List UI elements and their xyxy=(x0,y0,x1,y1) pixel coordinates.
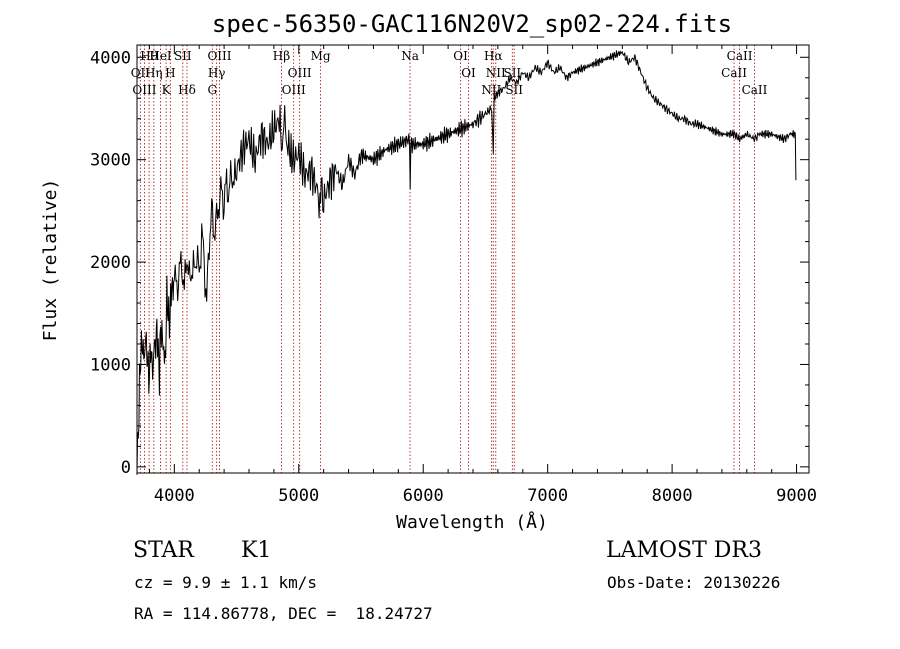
obs-date-text: Obs-Date: 20130226 xyxy=(607,573,781,592)
line-label-2: OIII xyxy=(132,83,156,97)
line-label-14: OIII xyxy=(282,83,306,97)
line-label-11: G xyxy=(207,83,217,97)
x-tick-label-3: 7000 xyxy=(527,486,568,506)
redshift-text: cz = 9.9 ± 1.1 km/s xyxy=(134,573,318,592)
y-tick-label-2: 2000 xyxy=(90,253,131,273)
line-label-12: Hβ xyxy=(273,49,290,63)
line-label-3: HeI xyxy=(149,49,172,63)
line-label-0: Hθ xyxy=(140,49,158,63)
x-tick-label-4: 8000 xyxy=(652,486,693,506)
x-tick-label-0: 4000 xyxy=(154,486,195,506)
plot-frame xyxy=(136,44,810,474)
line-label-1: OII xyxy=(131,66,151,80)
x-tick-label-2: 6000 xyxy=(403,486,444,506)
line-label-22: SII xyxy=(503,66,521,80)
line-label-25: CaII xyxy=(721,66,747,80)
chart-title: spec-56350-GAC116N20V2_sp02-224.fits xyxy=(212,10,732,38)
line-labels: Hθ OII OIII HeI Hη K SII HHδ OIII Hγ G Hβ OIII OIII Mg… xyxy=(131,49,768,97)
line-label-18: OI xyxy=(461,66,476,80)
line-label-10: Hγ xyxy=(208,66,226,80)
series-line-0 xyxy=(136,50,797,475)
ra-dec-text: RA = 114.86778, DEC = 18.24727 xyxy=(134,604,433,623)
line-label-4: Hη xyxy=(145,66,163,80)
y-tick-label-4: 4000 xyxy=(90,48,131,68)
line-label-9: OIII xyxy=(207,49,231,63)
y-axis-label: Flux (relative) xyxy=(40,179,61,342)
line-label-15: Mg xyxy=(311,49,331,63)
line-label-19: Hα xyxy=(484,49,503,63)
x-axis: 4000 5000 6000 7000 8000 9000 xyxy=(148,45,817,506)
spectral-lines xyxy=(139,45,755,473)
line-label-17: OI xyxy=(453,49,468,63)
line-label-20: NII xyxy=(486,66,506,80)
line-label-26: CaII xyxy=(742,83,768,97)
line-label-5: K xyxy=(162,83,172,97)
spectrum-chart: spec-56350-GAC116N20V2_sp02-224.fits Hθ O… xyxy=(40,10,817,533)
x-tick-label-1: 5000 xyxy=(278,486,319,506)
y-axis: 0 1000 2000 3000 4000 xyxy=(90,48,809,478)
y-tick-label-3: 3000 xyxy=(90,151,131,171)
survey-label: LAMOST DR3 xyxy=(606,538,762,563)
line-label-16: Na xyxy=(401,49,419,63)
line-label-23: SII xyxy=(505,83,523,97)
subclass-label: K1 xyxy=(241,538,272,563)
class-label: STAR xyxy=(133,538,194,563)
line-label-13: OIII xyxy=(288,66,312,80)
line-label-8: Hδ xyxy=(178,83,196,97)
series xyxy=(136,50,797,475)
x-axis-label: Wavelength (Å) xyxy=(396,511,548,533)
x-tick-label-5: 9000 xyxy=(776,486,817,506)
line-label-6: SII xyxy=(174,49,192,63)
line-label-24: CaII xyxy=(727,49,753,63)
line-label-7: H xyxy=(165,66,175,80)
y-tick-label-0: 0 xyxy=(121,458,131,478)
y-tick-label-1: 1000 xyxy=(90,355,131,375)
